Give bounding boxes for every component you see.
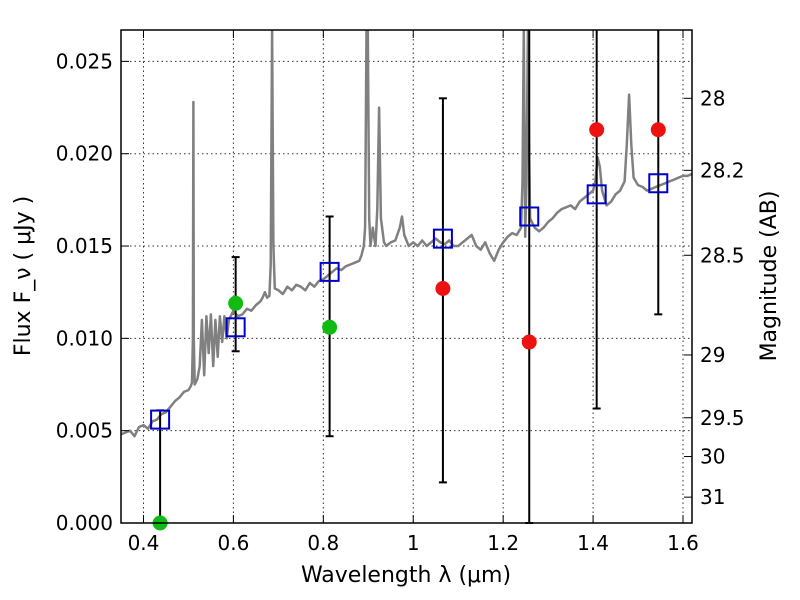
y-tick-label: 0.025 (56, 49, 113, 73)
x-tick-label: 1.6 (667, 531, 699, 555)
x-tick-label: 0.6 (217, 531, 249, 555)
y2-tick-label: 31 (700, 485, 725, 509)
y2-tick-label: 29.5 (700, 406, 745, 430)
x-tick-label: 1.2 (487, 531, 519, 555)
photometry-point (322, 319, 338, 335)
y-axis-label: Flux F_ν ( μJy ) (11, 196, 36, 356)
x-tick-label: 1.4 (577, 531, 609, 555)
model-flux-square (586, 184, 607, 205)
y-tick-label: 0.010 (56, 326, 113, 350)
y-tick-label: 0.000 (56, 511, 113, 535)
plot-frame (120, 29, 693, 524)
model-flux-square (519, 206, 540, 227)
y-tick-label: 0.015 (56, 234, 113, 258)
y2-tick-label: 30 (700, 445, 725, 469)
axis-ticks: 0.4 0.6 0.8 1 1.2 1.4 1.6 0.000 0.005 0.010 0.015 0… (56, 30, 745, 555)
y2-tick-label: 28.5 (700, 243, 745, 267)
y2-tick-label: 28.2 (700, 158, 745, 182)
model-flux-square (225, 317, 246, 338)
x-tick-label: 0.8 (307, 531, 339, 555)
y2-tick-label: 28 (700, 86, 725, 110)
photometry-point (435, 281, 451, 297)
y-tick-label: 0.020 (56, 142, 113, 166)
photometry-point (650, 122, 666, 138)
marker-layer (150, 30, 669, 531)
grid-lines (121, 30, 692, 524)
photometry-point (589, 122, 605, 138)
y-tick-label: 0.005 (56, 419, 113, 443)
plot-area (121, 30, 692, 438)
model-flux-square (150, 409, 171, 430)
x-tick-label: 0.4 (128, 531, 160, 555)
x-axis-label: Wavelength λ (μm) (301, 563, 511, 588)
model-flux-square (319, 261, 340, 282)
x-tick-label: 1 (407, 531, 420, 555)
spectrum-line (121, 30, 692, 438)
model-flux-square (432, 228, 453, 249)
y2-axis-label: Magnitude (AB) (757, 191, 782, 362)
model-flux-square (648, 173, 669, 194)
photometry-point (521, 334, 537, 350)
photometry-point (228, 295, 244, 311)
y2-tick-label: 29 (700, 343, 725, 367)
